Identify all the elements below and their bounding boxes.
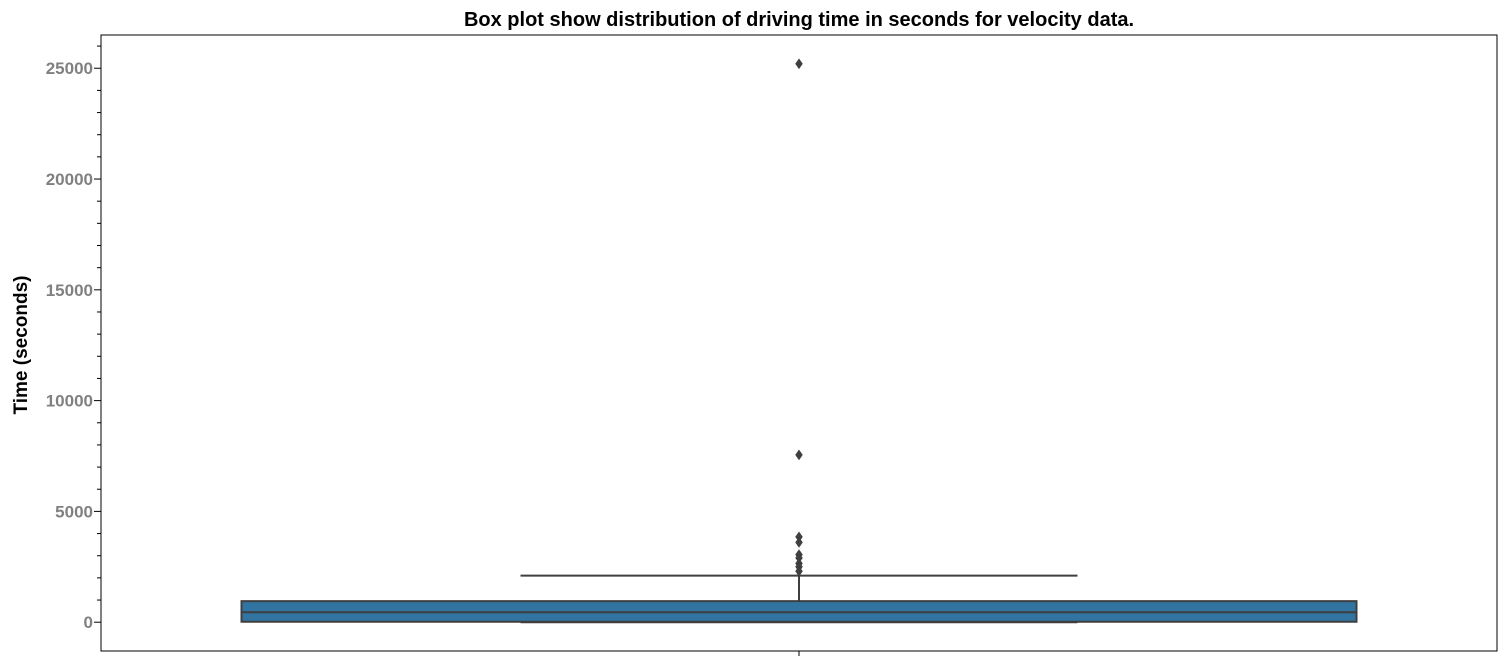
chart-title: Box plot show distribution of driving ti… — [464, 9, 1134, 31]
box-plot — [240, 574, 1358, 624]
y-tick-label: 0 — [84, 613, 93, 632]
y-tick-label: 5000 — [55, 502, 93, 521]
y-tick-label: 15000 — [46, 281, 93, 300]
outlier-point — [795, 449, 803, 461]
outlier-point — [795, 536, 803, 548]
y-tick-label: 25000 — [46, 59, 93, 78]
outlier-point — [795, 565, 803, 577]
y-axis-label: Time (seconds) — [11, 275, 32, 414]
y-axis-ticks: 0 5000 10000 15000 20000 25000 — [46, 45, 101, 632]
y-tick-label: 10000 — [46, 392, 93, 411]
y-tick-label: 20000 — [46, 170, 93, 189]
outlier-point — [795, 58, 803, 70]
outlier-points — [795, 58, 803, 577]
